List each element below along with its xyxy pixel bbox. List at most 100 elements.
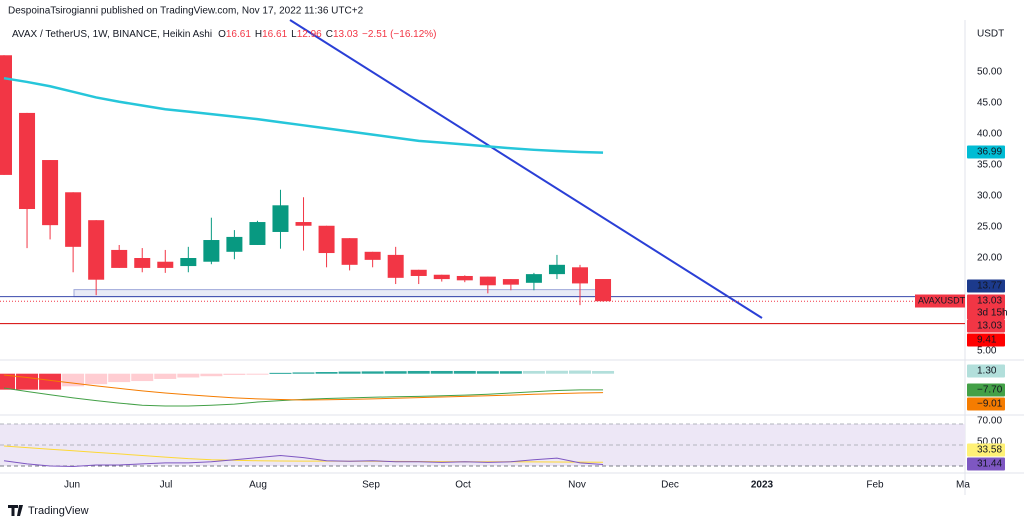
price-badge [967, 306, 1005, 320]
candle-body [502, 279, 519, 285]
macd-bar [569, 370, 591, 374]
y-tick-label: 50.00 [977, 67, 1002, 78]
legend-part: C [326, 29, 333, 40]
x-tick-label: Dec [661, 480, 679, 491]
candle-body [295, 222, 312, 226]
macd-bar [39, 373, 62, 390]
footer: TradingView [28, 505, 89, 517]
candle-body [548, 264, 565, 275]
trend-line [289, 19, 763, 319]
price-badge-text: 3d 15h [977, 308, 1008, 319]
candle-body [226, 236, 243, 252]
price-badge [967, 319, 1005, 333]
price-badge-text: 33.58 [977, 445, 1002, 456]
rsi-tick-label: 70.00 [977, 416, 1002, 427]
legend-part: 16.61 [226, 29, 251, 40]
legend-part: 16.61 [262, 29, 287, 40]
rsi-tick-label: 50.00 [977, 437, 1002, 448]
candle-body [272, 205, 289, 232]
price-badge-text: 13.77 [977, 281, 1002, 292]
macd-bar [200, 373, 223, 377]
macd-bar [154, 373, 177, 379]
x-tick-label: Jul [160, 480, 173, 491]
signal-line [3, 374, 604, 401]
candle-body [203, 240, 220, 262]
x-tick-label: Ma [956, 480, 970, 491]
macd-bar [430, 370, 453, 374]
y-tick-label: 25.00 [977, 222, 1002, 233]
price-badge-text: 31.44 [977, 459, 1002, 470]
macd-bar [407, 370, 430, 374]
symbol-badge-text: AVAXUSDT [918, 295, 966, 305]
price-badge [967, 443, 1005, 457]
candle-body [65, 192, 82, 247]
candle-body [0, 55, 12, 175]
range-box [73, 289, 604, 298]
candle-body [387, 254, 404, 278]
macd-bar [223, 373, 246, 375]
candle-body [525, 274, 542, 283]
x-tick-label: Oct [455, 480, 471, 491]
legend-part: L [291, 29, 297, 40]
macd-bar [62, 373, 85, 387]
macd-bar [131, 373, 154, 382]
x-tick-label: Sep [362, 480, 380, 491]
price-badge [967, 383, 1005, 397]
candle-body [134, 258, 151, 268]
price-badge-text: −9.01 [977, 399, 1003, 410]
macd-bar [545, 370, 568, 374]
price-badge [967, 333, 1005, 347]
price-badge-text: 13.03 [977, 321, 1002, 332]
macd-bar [108, 373, 131, 383]
macd-bar [453, 370, 476, 374]
legend-part: H [255, 29, 262, 40]
macd-bar [476, 371, 499, 374]
macd-bar [499, 371, 522, 374]
candle-body [111, 249, 128, 268]
candle-body [88, 220, 105, 280]
x-tick-label: Aug [249, 480, 267, 491]
price-badge [967, 397, 1005, 411]
legend-part: −2.51 (−16.12%) [362, 29, 437, 40]
price-badge [967, 364, 1005, 378]
moving-average [3, 76, 604, 154]
macd-bar [338, 371, 361, 374]
y-tick-label: 20.00 [977, 253, 1002, 264]
x-tick-label: Nov [568, 480, 586, 491]
macd-bar [16, 373, 39, 390]
macd-bar [177, 373, 200, 378]
x-tick-label: Jun [64, 480, 80, 491]
macd-bar [384, 371, 407, 374]
macd-bar [0, 373, 15, 390]
x-tick-label: Feb [866, 480, 884, 491]
macd-bar [361, 371, 384, 374]
macd-bar [292, 372, 315, 374]
x-tick-label: 2023 [751, 480, 774, 491]
candle-body [318, 225, 335, 254]
legend-part: 12.96 [297, 29, 322, 40]
macd-bar [522, 370, 545, 374]
logo [8, 505, 23, 516]
y-tick-label: 40.00 [977, 129, 1002, 140]
y-tick-label: 5.00 [977, 346, 997, 357]
rsi-line [3, 454, 604, 468]
price-badge [967, 457, 1005, 471]
price-badge-text: 1.30 [977, 366, 997, 377]
candle-body [42, 160, 59, 226]
legend-part: 13.03 [333, 29, 358, 40]
price-badge-text: 9.41 [977, 335, 997, 346]
candle-body [456, 275, 473, 281]
candle-body [157, 261, 174, 268]
macd-bar [315, 372, 338, 374]
candle-body [410, 269, 427, 276]
macd-bar [269, 372, 292, 374]
candle-body [180, 258, 197, 267]
macd-bar [85, 373, 108, 385]
y-tick-label: 45.00 [977, 98, 1002, 109]
price-badge-text: 13.03 [977, 296, 1002, 307]
y-tick-label: 35.00 [977, 160, 1002, 171]
candle-body [19, 112, 36, 210]
candle-body [341, 238, 358, 265]
y-tick-label: 30.00 [977, 191, 1002, 202]
